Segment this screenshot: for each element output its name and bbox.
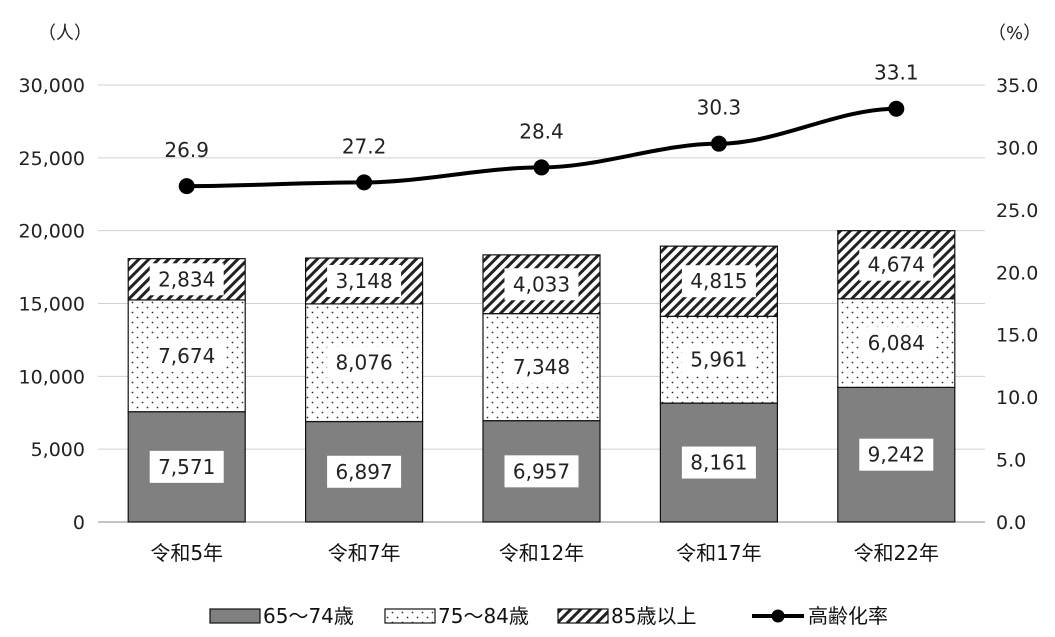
data-label-box	[149, 263, 224, 296]
data-label: 7,348	[513, 355, 570, 379]
y-tick-label: 20,000	[19, 221, 85, 243]
data-label: 5,961	[690, 348, 747, 372]
x-tick-label: 令和12年	[499, 541, 584, 565]
y-tick-label: 25,000	[19, 148, 85, 170]
data-label-box	[327, 455, 402, 488]
y2-tick-label: 10.0	[996, 387, 1038, 409]
data-label: 4,815	[690, 269, 747, 293]
data-label: 6,084	[868, 331, 925, 355]
right-axis: 0.0 5.0 10.0 15.0 20.0 25.0 30.0 35.0	[996, 75, 1038, 534]
data-label: 7,674	[158, 344, 215, 368]
data-label: 9,242	[868, 443, 925, 467]
data-label-box	[859, 438, 934, 471]
data-label: 4,674	[868, 253, 925, 277]
aging-rate-point	[178, 178, 195, 195]
legend-swatch	[557, 608, 609, 624]
data-label-box	[859, 327, 934, 360]
legend-swatch	[384, 608, 436, 624]
legend: 65～74歳 75～84歳 85歳以上 高齢化率	[209, 604, 888, 628]
x-tick-label: 令和17年	[676, 541, 761, 565]
data-label: 8,076	[335, 351, 392, 375]
data-label: 3,148	[335, 269, 392, 293]
y-tick-label: 15,000	[19, 294, 85, 316]
data-label-box	[327, 264, 402, 297]
data-label: 2,834	[158, 267, 215, 291]
left-axis-unit: （人）	[38, 23, 92, 44]
legend-label: 65～74歳	[263, 604, 354, 628]
legend-swatch	[209, 608, 261, 624]
y2-tick-label: 20.0	[996, 262, 1038, 284]
data-label: 6,897	[335, 460, 392, 484]
data-label-box	[149, 450, 224, 483]
y2-tick-label: 25.0	[996, 200, 1038, 222]
aging-rate-label: 30.3	[697, 96, 742, 120]
y2-tick-label: 0.0	[996, 512, 1026, 534]
x-tick-label: 令和7年	[328, 541, 401, 565]
aging-rate-line: 26.9 27.2 28.4 30.3 33.1	[164, 61, 919, 195]
data-label: 8,161	[690, 451, 747, 475]
y-tick-label: 0	[73, 512, 85, 534]
data-label: 4,033	[513, 272, 570, 296]
data-label-box	[327, 346, 402, 379]
x-tick-label: 令和22年	[854, 541, 939, 565]
y-tick-label: 30,000	[19, 75, 85, 97]
left-axis: 0 5,000 10,000 15,000 20,000 25,000 30,000	[19, 75, 85, 534]
legend-line-marker	[771, 609, 785, 623]
aging-rate-label: 26.9	[164, 138, 209, 162]
data-label: 6,957	[513, 459, 570, 483]
aging-rate-point	[356, 174, 373, 191]
y2-tick-label: 5.0	[996, 450, 1026, 472]
aging-rate-label: 27.2	[342, 134, 387, 158]
aging-rate-point	[888, 100, 905, 117]
y2-tick-label: 15.0	[996, 325, 1038, 347]
bar-value-labels: 7,571 7,674 2,834 6,897 8,076 3,148 6,957 7,348…	[149, 248, 934, 488]
y2-tick-label: 30.0	[996, 137, 1038, 159]
aging-rate-point	[710, 135, 727, 152]
x-axis: 令和5年 令和7年 令和12年 令和17年 令和22年	[150, 541, 939, 565]
legend-label: 高齢化率	[808, 604, 888, 628]
y2-tick-label: 35.0	[996, 75, 1038, 97]
data-label-box	[681, 265, 756, 298]
data-label: 7,571	[158, 455, 215, 479]
aging-rate-label: 33.1	[874, 61, 919, 85]
x-tick-label: 令和5年	[150, 541, 223, 565]
data-label-box	[504, 351, 579, 384]
y-tick-label: 10,000	[19, 366, 85, 388]
legend-label: 85歳以上	[611, 604, 696, 628]
data-label-box	[681, 343, 756, 376]
aging-rate-point	[533, 159, 550, 176]
data-label-box	[504, 455, 579, 488]
data-label-box	[859, 248, 934, 281]
aging-rate-label: 28.4	[519, 119, 564, 143]
data-label-box	[149, 339, 224, 372]
data-label-box	[504, 268, 579, 301]
data-label-box	[681, 446, 756, 479]
y-tick-label: 5,000	[31, 439, 85, 461]
legend-label: 75～84歳	[438, 604, 529, 628]
right-axis-unit: （%）	[988, 23, 1041, 44]
